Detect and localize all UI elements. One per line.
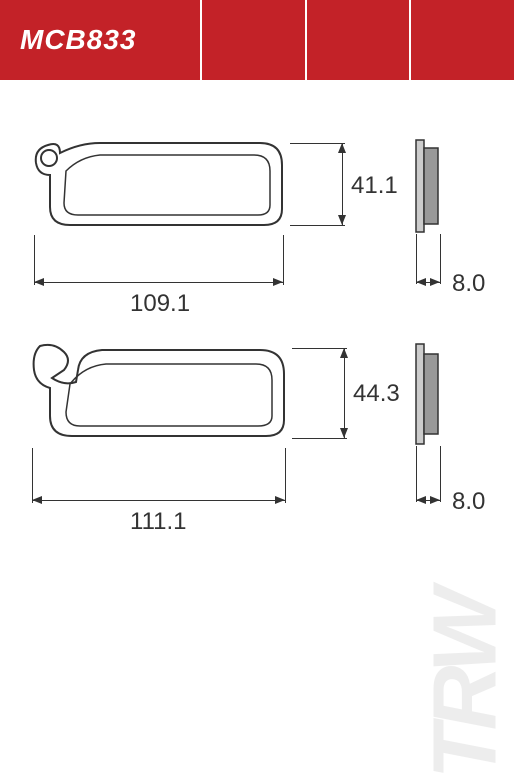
brand-watermark: TRW: [420, 594, 510, 779]
ext-line: [290, 143, 345, 144]
header-box: [200, 0, 305, 80]
ext-line: [416, 446, 417, 502]
bottom-pad-profile: [412, 342, 442, 446]
header: MCB833: [0, 0, 514, 80]
dim-bottom-height: 44.3: [353, 380, 400, 408]
top-pad-profile: [412, 138, 442, 234]
diagram-area: TRW 41.1 109.1 8.0 44.3 111.1: [0, 80, 514, 600]
dim-top-thickness: 8.0: [452, 270, 485, 298]
dim-top-width: 109.1: [130, 290, 190, 318]
ext-line: [416, 234, 417, 284]
product-code: MCB833: [0, 0, 200, 80]
dim-arrow-bot-height: [344, 348, 345, 438]
ext-line: [440, 446, 441, 502]
ext-line: [292, 348, 347, 349]
top-pad-front: [30, 135, 290, 235]
dim-arrow-top-thick: [416, 282, 440, 283]
ext-line: [440, 234, 441, 284]
dim-arrow-bot-thick: [416, 500, 440, 501]
header-box: [305, 0, 410, 80]
ext-line: [285, 448, 286, 503]
dim-bottom-width: 111.1: [130, 508, 187, 536]
ext-line: [290, 225, 345, 226]
ext-line: [292, 438, 347, 439]
dim-top-height: 41.1: [351, 172, 398, 200]
bottom-pad-front: [28, 340, 292, 448]
ext-line: [283, 235, 284, 285]
dim-arrow-bot-width: [32, 500, 285, 501]
ext-line: [32, 448, 33, 503]
header-boxes: [200, 0, 514, 80]
header-box: [409, 0, 514, 80]
dim-arrow-top-width: [34, 282, 283, 283]
dim-bottom-thickness: 8.0: [452, 488, 485, 516]
dim-arrow-top-height: [342, 143, 343, 225]
